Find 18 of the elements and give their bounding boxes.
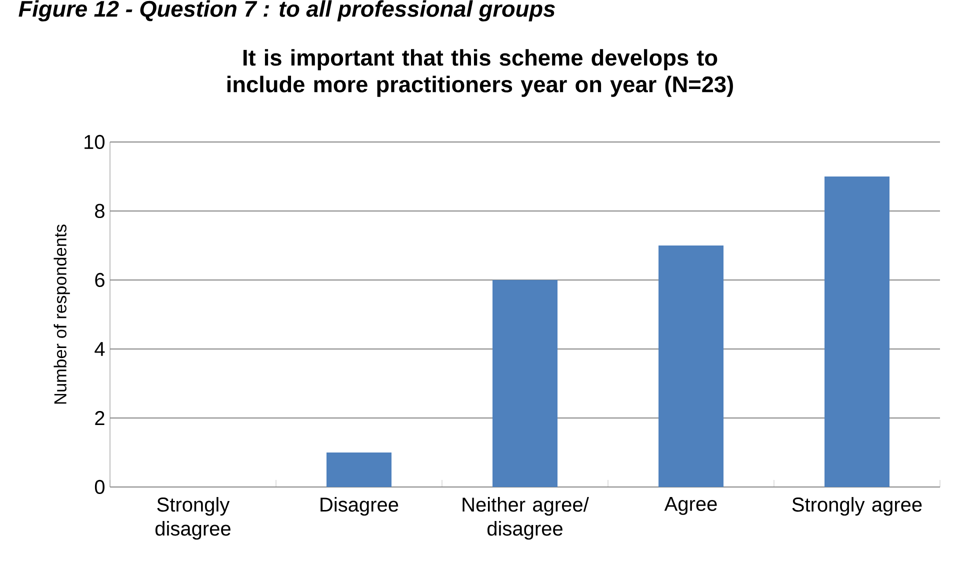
y-tick-label: 6 <box>95 272 104 288</box>
y-tick-label: 4 <box>94 342 105 356</box>
y-tick-label: 10 <box>84 134 104 150</box>
x-tick-label: Agree <box>664 497 717 515</box>
x-tick-label: Disagree <box>320 497 398 516</box>
caption: Figure 12 - Question 7 : to all professional groups <box>18 0 555 22</box>
bar <box>824 176 890 487</box>
bar <box>492 280 558 487</box>
y-tick-label: 8 <box>95 204 104 218</box>
x-tick-label: Neither agree/ disagree <box>462 497 589 540</box>
y-tick-label: 0 <box>94 480 105 494</box>
y-tick-label: 2 <box>95 411 104 425</box>
x-tick-label: Strongly agree <box>792 497 922 516</box>
y-axis-title: Number of respondents <box>54 224 70 404</box>
chart-title: It is important that this scheme develops to include more practitioners year on year (N=23) <box>227 49 733 97</box>
bar <box>658 245 724 487</box>
x-tick-label: Strongly disagree <box>155 497 230 540</box>
bar <box>326 452 392 487</box>
